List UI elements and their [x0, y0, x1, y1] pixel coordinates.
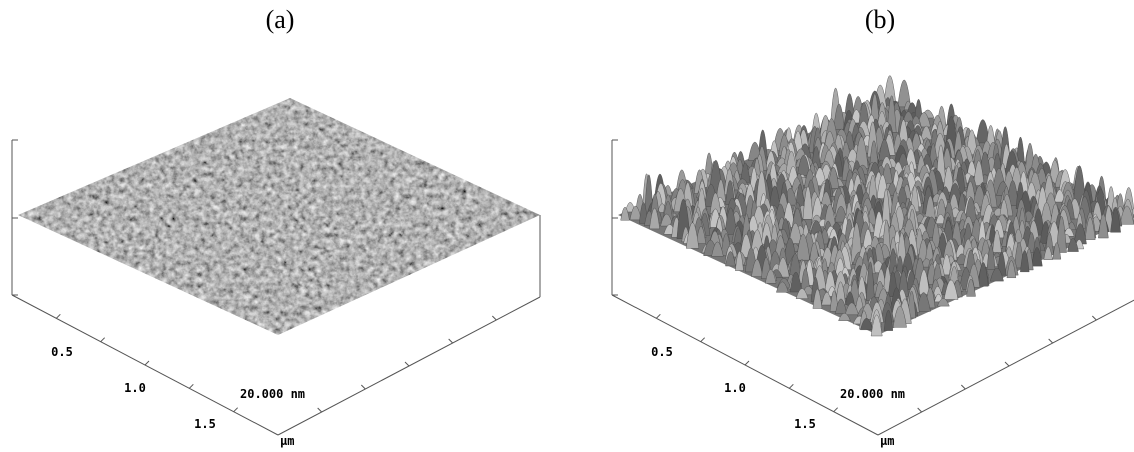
x-tick-label: 1.0: [724, 381, 746, 395]
x-tick: [834, 408, 838, 412]
figure: (a) 0.5 1.0 1.5 μm 20.000 nm (b) 0.5 1.0 1.5 μm 20…: [0, 0, 1134, 452]
y-tick: [361, 385, 365, 389]
x-tick: [234, 408, 238, 412]
x-tick-label: 1.5: [794, 417, 816, 431]
x-unit: μm: [880, 434, 894, 448]
y-tick: [405, 362, 409, 366]
panel-a: (a) 0.5 1.0 1.5 μm 20.000 nm: [12, 5, 540, 448]
x-tick: [101, 338, 105, 342]
y-tick: [1049, 339, 1053, 343]
x-unit: μm: [280, 434, 294, 448]
spike: [884, 76, 895, 102]
x-tick: [745, 361, 749, 365]
z-scale-label: 20.000 nm: [840, 387, 905, 401]
x-tick: [56, 314, 60, 318]
y-tick: [1005, 362, 1009, 366]
x-tick-label: 0.5: [651, 345, 673, 359]
surface: [18, 98, 540, 335]
x-tick-label: 1.0: [124, 381, 146, 395]
y-tick: [918, 408, 922, 412]
y-tick: [318, 408, 322, 412]
x-tick: [656, 314, 660, 318]
x-tick: [145, 361, 149, 365]
panel-b: (b) 0.5 1.0 1.5 μm 20.000 nm: [612, 5, 1134, 448]
panel-label: (b): [865, 5, 895, 34]
x-tick-label: 0.5: [51, 345, 73, 359]
y-axis: [878, 297, 1134, 435]
panel-label: (a): [266, 5, 295, 34]
y-tick: [1092, 316, 1096, 320]
z-scale-label: 20.000 nm: [240, 387, 305, 401]
y-tick: [961, 385, 965, 389]
x-tick-label: 1.5: [194, 417, 216, 431]
y-tick: [449, 339, 453, 343]
x-tick: [701, 338, 705, 342]
x-tick: [189, 384, 193, 388]
y-tick: [492, 316, 496, 320]
x-tick: [789, 384, 793, 388]
